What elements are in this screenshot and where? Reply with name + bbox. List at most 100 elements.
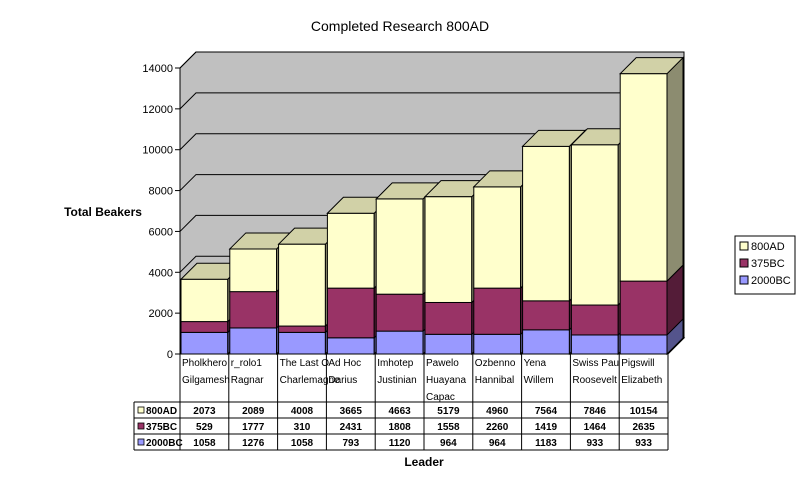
category-label: Willem [524, 375, 554, 386]
category-label: Ozbenno [475, 358, 516, 369]
bar-2000BC [229, 327, 278, 355]
table-cell: 529 [196, 422, 213, 433]
bar-375BC [424, 301, 473, 335]
category-label: Pawelo [426, 358, 459, 369]
y-tick-label: 0 [167, 349, 173, 361]
category-label: Elizabeth [621, 375, 662, 386]
bar-800AD [473, 186, 522, 289]
bar-375BC [570, 304, 619, 336]
table-cell: 964 [440, 438, 457, 449]
category-label: Ad Hoc [328, 358, 361, 369]
table-cell: 7564 [535, 406, 558, 417]
row-key-2000BC [137, 438, 145, 446]
bar-375BC [326, 287, 375, 339]
bar-800AD [522, 145, 570, 302]
row-label-800AD: 800AD [146, 406, 177, 417]
bar-375BC [619, 280, 668, 336]
category-label: Imhotep [377, 358, 414, 369]
category-label: r_rolo1 [231, 358, 263, 369]
row-key-800AD [137, 406, 145, 414]
category-label: Justinian [377, 375, 416, 386]
y-tick-label: 12000 [142, 104, 173, 116]
table-cell: 964 [489, 438, 506, 449]
bar-800AD [180, 278, 229, 323]
table-cell: 933 [586, 438, 603, 449]
bar-2000BC [522, 329, 570, 355]
bars [179, 56, 685, 356]
legend: 800AD 375BC 2000BC [734, 235, 796, 295]
table-cell: 4008 [291, 406, 314, 417]
category-label: Yena [524, 358, 547, 369]
bar-side-800AD [666, 56, 684, 283]
table-cell: 1808 [388, 422, 411, 433]
table-cell: 2431 [340, 422, 363, 433]
table-cell: 933 [635, 438, 652, 449]
bar-800AD [326, 212, 375, 289]
category-label: Capac [426, 392, 455, 403]
x-axis-label: Leader [404, 455, 444, 469]
y-tick-label: 10000 [142, 145, 173, 157]
table-cell: 1058 [291, 438, 314, 449]
table-cell: 1183 [535, 438, 557, 449]
category-label: Ragnar [231, 375, 264, 386]
bar-2000BC [424, 333, 473, 355]
table-cell: 1120 [389, 438, 411, 449]
y-axis-ticks: 0 2000 4000 6000 8000 10000 12000 14000 [142, 63, 181, 361]
bar-2000BC [375, 330, 424, 355]
gridline [179, 133, 684, 151]
category-label: Charlemagne [280, 375, 340, 386]
table-cell: 1777 [242, 422, 265, 433]
table-cell: 7846 [584, 406, 607, 417]
legend-swatch-375BC [739, 258, 749, 268]
bar-2000BC [278, 331, 326, 355]
category-label: Gilgamesh [182, 375, 230, 386]
category-label: The Last O [280, 358, 330, 369]
bar-800AD [619, 73, 668, 282]
table-cell: 1464 [584, 422, 607, 433]
table-cell: 793 [342, 438, 359, 449]
gridline [179, 92, 684, 110]
table-cell: 2089 [242, 406, 265, 417]
y-axis-label: Total Beakers [64, 205, 142, 219]
table-cell: 10154 [630, 406, 658, 417]
category-label: Darius [328, 375, 357, 386]
table-cell: 1058 [193, 438, 216, 449]
y-tick-label: 4000 [149, 267, 173, 279]
y-tick-label: 6000 [149, 226, 173, 238]
row-key-375BC [137, 422, 145, 430]
bar-375BC [375, 293, 424, 332]
bar-375BC [278, 325, 326, 333]
category-label: Swiss Pau [572, 358, 619, 369]
legend-label-800AD: 800AD [751, 241, 785, 253]
table-cell: 3665 [340, 406, 363, 417]
category-label: Huayana [426, 375, 466, 386]
bar-top-800AD [618, 57, 685, 75]
legend-swatch-800AD [739, 241, 749, 251]
legend-swatch-2000BC [739, 275, 749, 285]
table-cell: 1558 [437, 422, 460, 433]
bar-2000BC [619, 334, 668, 355]
gridline [179, 51, 684, 69]
bar-800AD [424, 196, 473, 303]
category-label: Roosevelt [572, 375, 617, 386]
bar-375BC [229, 291, 278, 329]
table-cell: 310 [294, 422, 311, 433]
y-tick-label: 14000 [142, 63, 173, 75]
bar-2000BC [473, 333, 522, 355]
category-label: Pigswill [621, 358, 654, 369]
bar-800AD [375, 198, 424, 295]
bar-2000BC [326, 337, 375, 355]
bar-375BC [473, 287, 522, 335]
legend-label-375BC: 375BC [751, 258, 785, 270]
category-label: Pholkhero [182, 358, 227, 369]
row-label-2000BC: 2000BC [146, 438, 183, 449]
legend-label-2000BC: 2000BC [751, 275, 791, 287]
y-tick-label: 2000 [149, 308, 173, 320]
table-cell: 4663 [388, 406, 411, 417]
bar-800AD [278, 243, 326, 327]
table-cell: 2260 [486, 422, 509, 433]
bar-375BC [522, 300, 570, 331]
table-cell: 4960 [486, 406, 509, 417]
bar-375BC [180, 321, 229, 333]
